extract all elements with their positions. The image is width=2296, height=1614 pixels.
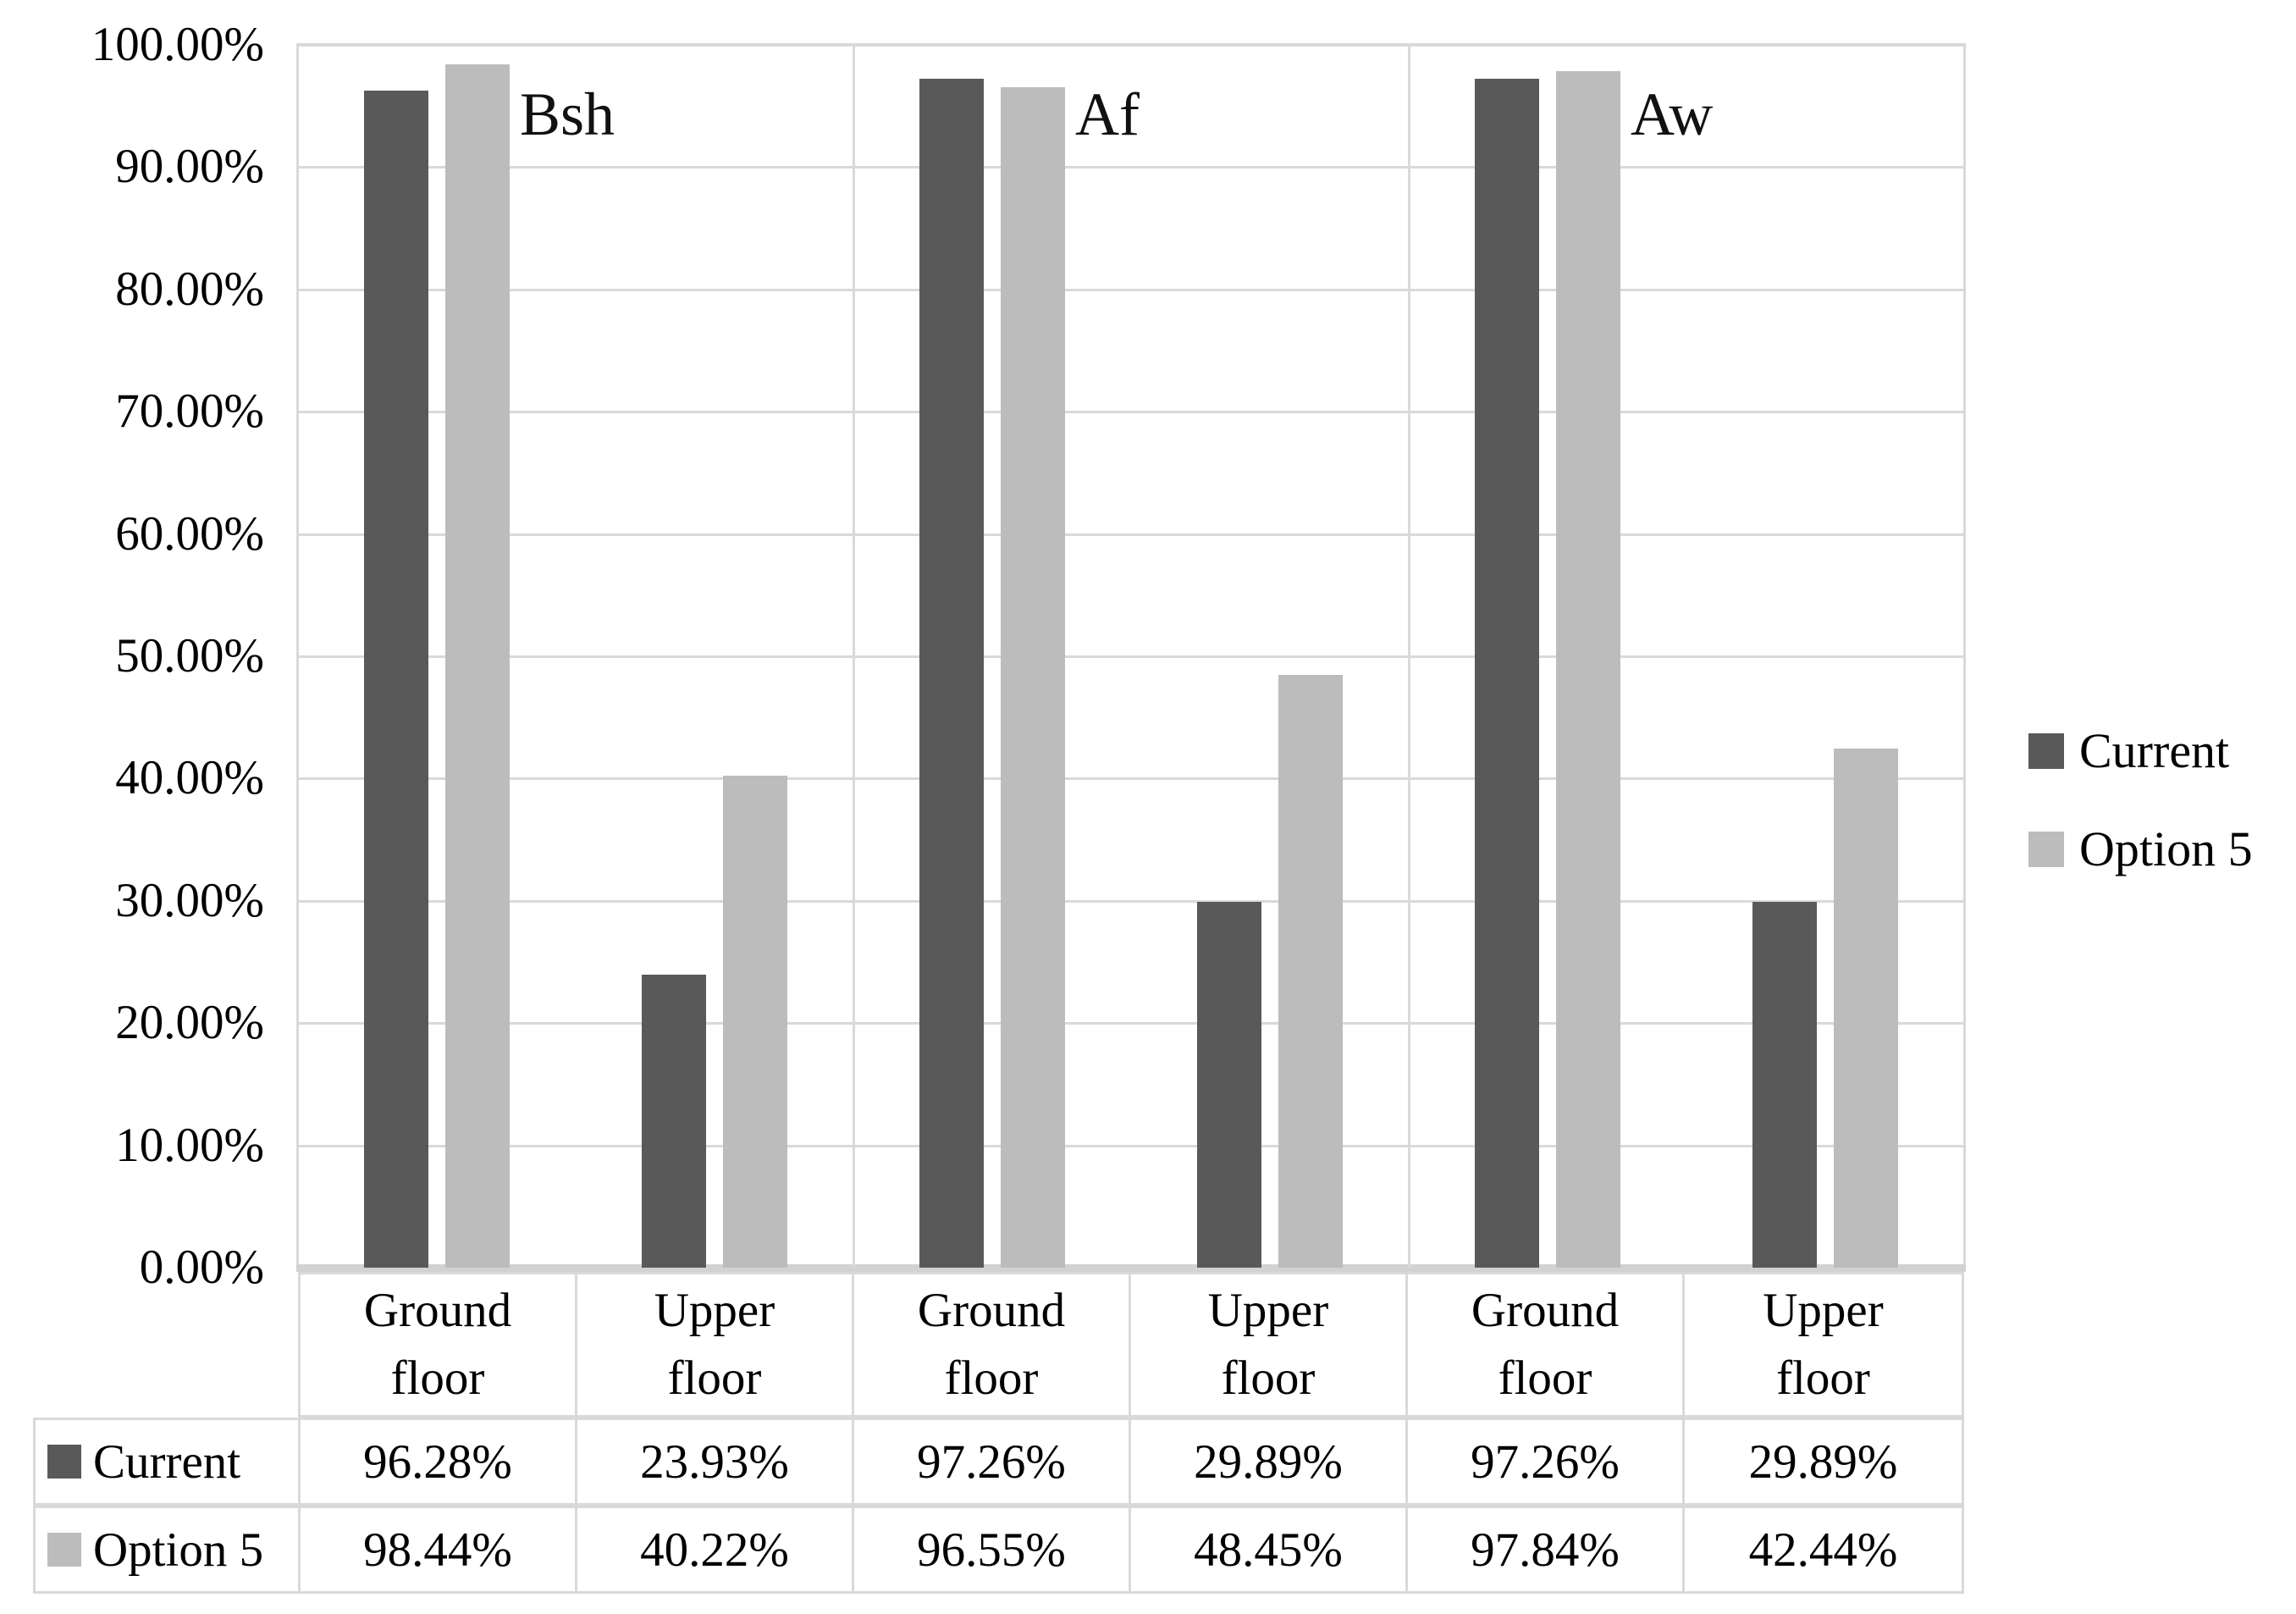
value-cell: 96.55% <box>854 1508 1131 1591</box>
bar-current-1 <box>642 975 706 1268</box>
category-label: Upper floor <box>577 1274 854 1415</box>
category-label: Ground floor <box>854 1274 1131 1415</box>
group-label-aw: Aw <box>1631 80 1714 148</box>
bar-current-3 <box>1197 902 1261 1268</box>
value-cell: 97.26% <box>854 1420 1131 1503</box>
bar-option-5-2 <box>1001 86 1065 1268</box>
group-divider <box>1408 45 1410 1268</box>
value-cell: 23.93% <box>577 1420 854 1503</box>
bar-option-5-5 <box>1834 749 1898 1268</box>
gridline <box>298 533 1964 536</box>
series-key-cell: Current <box>36 1420 301 1503</box>
legend-label: Option 5 <box>2079 821 2253 876</box>
y-tick-label: 90.00% <box>115 140 264 194</box>
legend-entry-option-5: Option 5 <box>2028 823 2253 876</box>
plot-border-left <box>296 45 299 1268</box>
series-name: Option 5 <box>93 1523 264 1577</box>
y-tick-label: 20.00% <box>115 996 264 1050</box>
category-label: Ground floor <box>301 1274 577 1415</box>
gridline <box>298 288 1964 291</box>
category-label: Upper floor <box>1763 1284 1884 1405</box>
gridline <box>298 1022 1964 1025</box>
table-row-option-5: Option 5 98.44% 40.22% 96.55% 48.45% 97.84% 42… <box>33 1506 1964 1594</box>
plot-area: Bsh Af Aw <box>296 43 1966 1272</box>
gridline <box>298 777 1964 781</box>
y-tick-label: 80.00% <box>115 262 264 316</box>
legend: Current Option 5 <box>2028 725 2253 876</box>
group-divider <box>853 45 855 1268</box>
y-tick-label: 0.00% <box>139 1241 264 1294</box>
bar-current-2 <box>919 78 984 1268</box>
gridline <box>298 655 1964 658</box>
series-key-cell: Option 5 <box>36 1508 301 1591</box>
gridline <box>298 1144 1964 1147</box>
y-tick-label: 10.00% <box>115 1118 264 1172</box>
group-label-bsh: Bsh <box>520 80 615 148</box>
y-tick-label: 70.00% <box>115 384 264 439</box>
y-tick-label: 100.00% <box>91 18 264 71</box>
plot-border-right <box>1963 45 1966 1268</box>
y-axis: 100.00% 90.00% 80.00% 70.00% 60.00% 50.00% 40.… <box>25 18 264 1294</box>
category-axis-line <box>296 1264 1966 1272</box>
value-cell: 29.89% <box>1748 1434 1898 1489</box>
gridline <box>298 899 1964 903</box>
bar-option-5-3 <box>1278 675 1343 1268</box>
bar-current-5 <box>1752 902 1817 1268</box>
gridline <box>298 411 1964 414</box>
y-tick-label: 60.00% <box>115 506 264 561</box>
value-cell: 97.84% <box>1408 1508 1685 1591</box>
legend-swatch-icon <box>2028 832 2064 867</box>
plot-border-top <box>296 43 1966 47</box>
series-swatch-icon <box>47 1533 81 1567</box>
y-tick-label: 30.00% <box>115 873 264 927</box>
bar-option-5-1 <box>723 776 787 1268</box>
category-header-row: Ground floor Upper floor Ground floor Upper… <box>298 1272 1964 1418</box>
value-cell: 97.26% <box>1408 1420 1685 1503</box>
legend-entry-current: Current <box>2028 725 2253 777</box>
bar-current-4 <box>1475 78 1539 1268</box>
group-label-af: Af <box>1075 80 1140 148</box>
value-cell: 96.28% <box>301 1420 577 1503</box>
bar-option-5-0 <box>445 64 510 1268</box>
category-label: Ground floor <box>1408 1274 1685 1415</box>
value-cell: 40.22% <box>577 1508 854 1591</box>
series-name: Current <box>93 1434 241 1489</box>
table-row-current: Current 96.28% 23.93% 97.26% 29.89% 97.26% 29.… <box>33 1418 1964 1506</box>
legend-swatch-icon <box>2028 733 2064 769</box>
value-cell: 29.89% <box>1131 1420 1408 1503</box>
y-tick-label: 40.00% <box>115 751 264 805</box>
value-cell: 42.44% <box>1748 1523 1898 1577</box>
category-label: Upper floor <box>1131 1274 1408 1415</box>
series-swatch-icon <box>47 1445 81 1479</box>
value-cell: 98.44% <box>301 1508 577 1591</box>
legend-label: Current <box>2079 723 2230 778</box>
y-tick-label: 50.00% <box>115 629 264 683</box>
value-cell: 48.45% <box>1131 1508 1408 1591</box>
gridline <box>298 166 1964 169</box>
bar-option-5-4 <box>1556 71 1620 1268</box>
bar-current-0 <box>364 90 428 1268</box>
